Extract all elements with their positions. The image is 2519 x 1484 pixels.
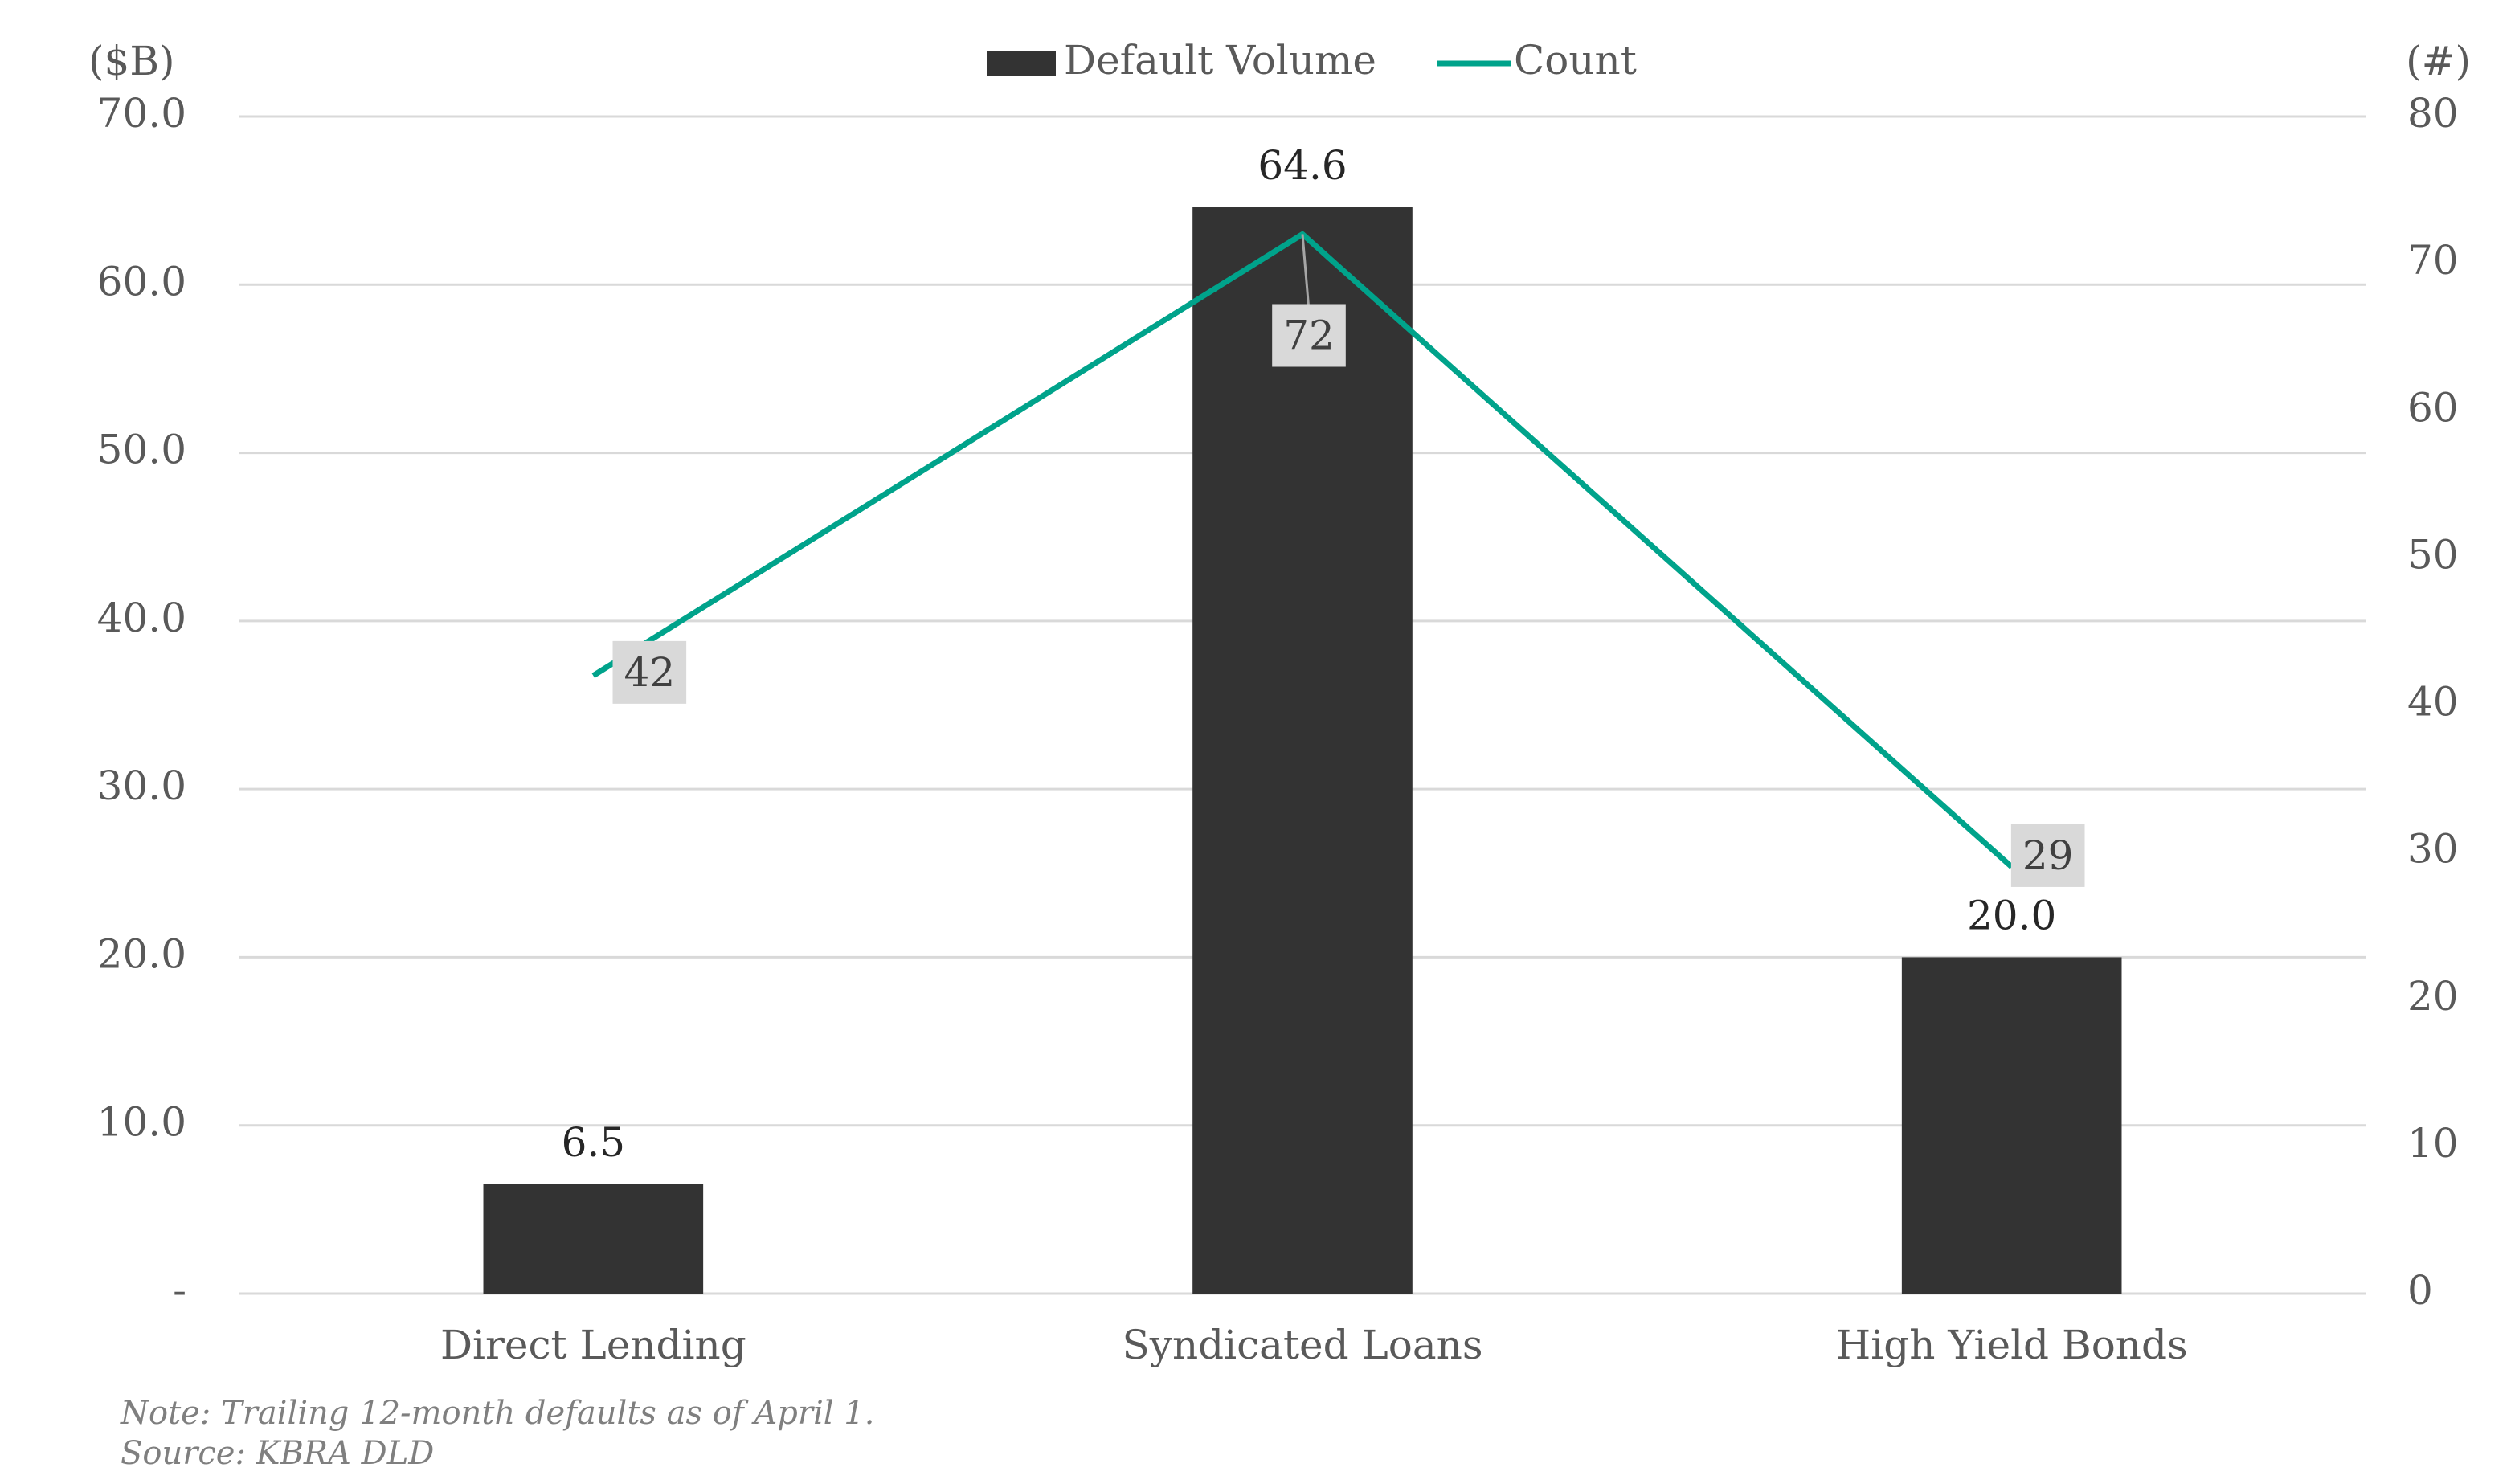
x-tick-label: Direct Lending <box>440 1322 746 1368</box>
bar-value-label: 6.5 <box>562 1119 626 1166</box>
data-label-box <box>612 640 687 704</box>
line-value-label: 72 <box>1283 313 1335 359</box>
y2-tick-label: 70 <box>2407 237 2459 284</box>
y2-tick-label: 30 <box>2407 826 2459 873</box>
y-tick-label: 20.0 <box>97 930 186 977</box>
legend-label: Count <box>1514 37 1637 84</box>
x-tick-label: High Yield Bonds <box>1836 1322 2188 1368</box>
y2-tick-label: 10 <box>2407 1120 2459 1167</box>
bar <box>1192 207 1413 1294</box>
bar <box>483 1184 704 1294</box>
line-value-label: 42 <box>624 649 676 696</box>
note: Note: Trailing 12-month defaults as of A… <box>120 1395 874 1432</box>
source: Source: KBRA DLD <box>121 1435 434 1472</box>
y2-tick-label: 20 <box>2407 973 2459 1020</box>
y2-axis-title: (#) <box>2406 38 2471 84</box>
y-axis-title: ($B) <box>88 38 175 84</box>
y-tick-label: 70.0 <box>97 90 186 137</box>
bar <box>1901 957 2122 1294</box>
y-tick-label: 60.0 <box>97 258 186 305</box>
bar-value-label: 20.0 <box>1967 892 2056 938</box>
legend-label: Default Volume <box>1064 37 1376 84</box>
y2-tick-label: 80 <box>2407 90 2459 137</box>
y-tick-label: 40.0 <box>97 595 186 641</box>
y2-tick-label: 60 <box>2407 384 2459 431</box>
line-value-label: 29 <box>2022 832 2074 879</box>
x-tick-label: Syndicated Loans <box>1122 1322 1482 1368</box>
bar-value-label: 64.6 <box>1257 142 1347 189</box>
leader-line <box>1301 234 1311 311</box>
data-label-box <box>1272 304 1346 367</box>
y-tick-label: 30.0 <box>97 762 186 809</box>
y-tick-label: - <box>173 1267 186 1314</box>
y2-tick-label: 0 <box>2407 1267 2433 1314</box>
data-label-box <box>2010 824 2085 887</box>
y-tick-label: 10.0 <box>97 1099 186 1146</box>
legend-swatch <box>987 51 1056 76</box>
y2-tick-label: 50 <box>2407 531 2459 578</box>
y-tick-label: 50.0 <box>97 427 186 473</box>
y2-tick-label: 40 <box>2407 679 2459 726</box>
